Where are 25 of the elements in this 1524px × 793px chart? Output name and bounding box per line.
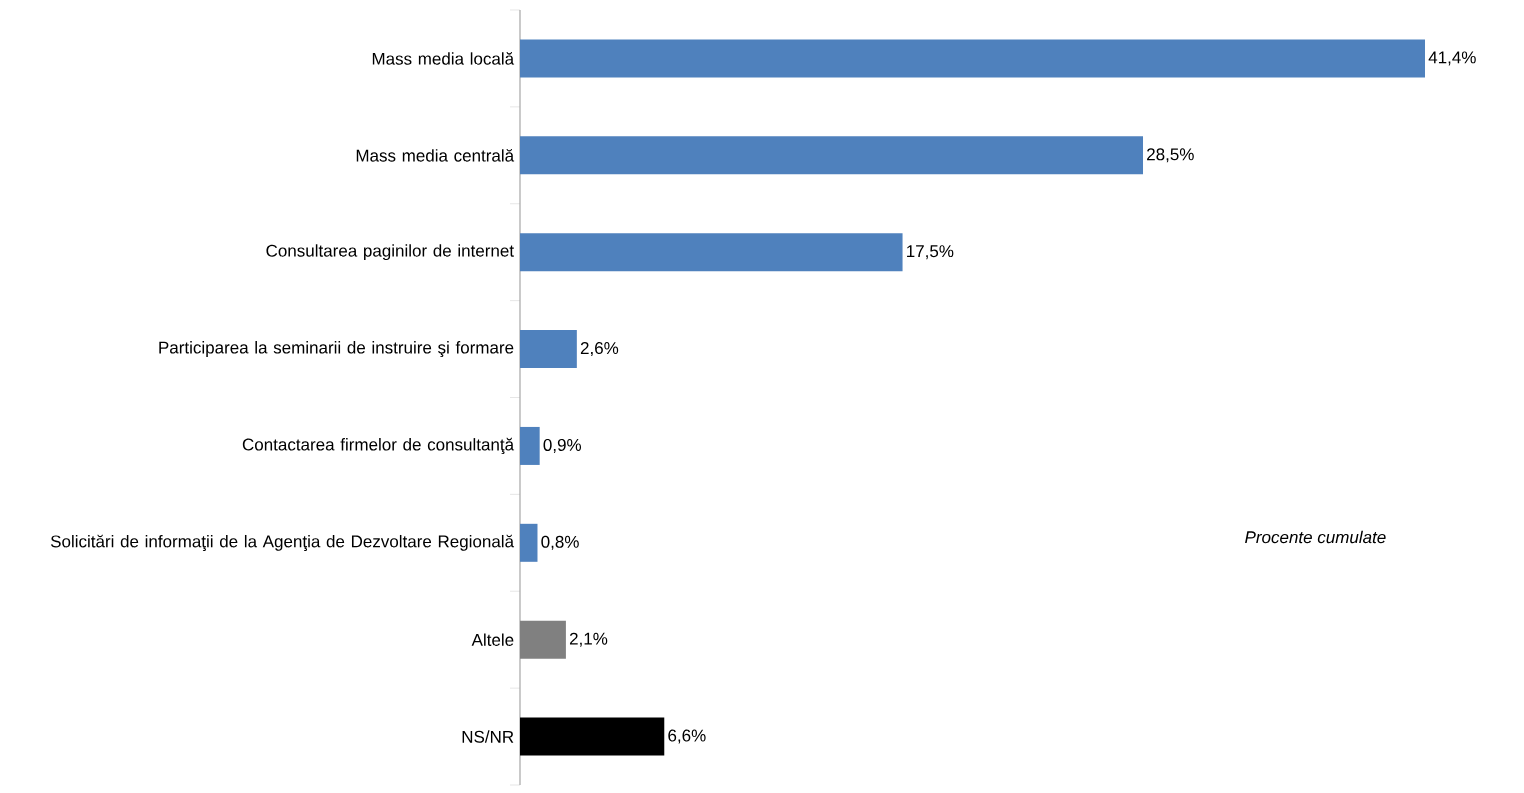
data-label: 0,8% bbox=[541, 535, 579, 550]
data-label: 2,6% bbox=[580, 342, 619, 357]
bar bbox=[520, 620, 566, 659]
data-label: 41,4% bbox=[1428, 51, 1476, 66]
data-label: 2,1% bbox=[569, 632, 608, 647]
bar bbox=[520, 39, 1426, 78]
y-tick-label: Participarea la seminarii de instruire şi formare bbox=[159, 341, 514, 358]
y-tick-label: Mass media centrală bbox=[356, 148, 515, 162]
bar bbox=[520, 330, 577, 369]
bar bbox=[520, 136, 1144, 175]
bar bbox=[520, 523, 538, 562]
y-tick-label: Solicitări de informaţii de la Agenţia de Dezvoltare Regională bbox=[50, 534, 515, 551]
bar bbox=[520, 233, 903, 272]
annotation: Procente cumulate bbox=[1245, 530, 1386, 544]
data-label: 0,9% bbox=[543, 438, 582, 453]
bar bbox=[520, 426, 540, 465]
y-tick-label: Consultarea paginilor de internet bbox=[266, 244, 514, 261]
y-tick-label: Mass media locală bbox=[372, 52, 515, 65]
y-tick-label: NS/NR bbox=[462, 730, 514, 743]
y-tick-label: Altele bbox=[471, 633, 514, 646]
data-label: 17,5% bbox=[907, 245, 954, 260]
data-label: 6,6% bbox=[668, 729, 706, 744]
data-label: 28,5% bbox=[1147, 148, 1194, 163]
bar bbox=[520, 717, 665, 756]
y-tick-label: Contactarea firmelor de consultanţă bbox=[242, 437, 515, 455]
